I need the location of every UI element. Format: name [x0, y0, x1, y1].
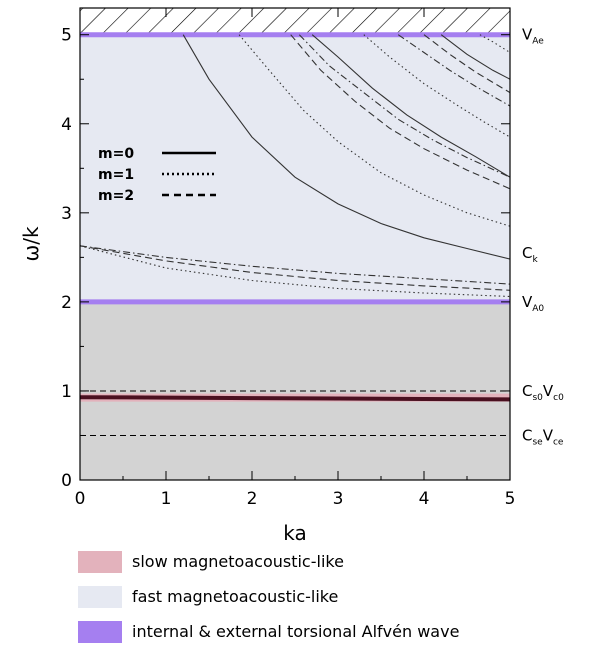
legend-label-alfven: internal & external torsional Alfvén wav… [132, 622, 460, 641]
inner-legend-label-2: m=2 [98, 188, 134, 204]
series-1 [238, 34, 510, 227]
series-7 [423, 34, 510, 94]
x-tick-label-3: 3 [333, 489, 344, 509]
hatched-region [80, 8, 510, 35]
series-6 [397, 34, 510, 107]
series-2 [290, 34, 510, 190]
inner-legend-label-0: m=0 [98, 146, 134, 162]
annotation-4: CseVce [522, 426, 564, 447]
y-axis-label: ω/k [19, 226, 43, 261]
inner-legend-label-1: m=1 [98, 167, 134, 183]
series-4 [311, 34, 510, 178]
x-tick-label-4: 4 [419, 489, 430, 509]
annotation-1: Ck [522, 244, 538, 265]
fast-region [80, 34, 510, 302]
x-tick-label-0: 0 [75, 489, 86, 509]
series-0 [182, 34, 510, 260]
dispersion-chart: 0 1 2 3 4 5 0 1 2 3 4 5 VAe Ck VA0 Cs0Vc0 CseVce m=0 m=1… [19, 7, 564, 545]
annotation-0: VAe [522, 26, 544, 47]
series-9 [479, 34, 510, 53]
series-13 [80, 395, 510, 402]
series-3 [298, 34, 510, 178]
y-tick-label-0: 0 [61, 471, 72, 491]
x-tick-label-1: 1 [161, 489, 172, 509]
y-tick-label-4: 4 [61, 115, 72, 135]
x-tick-label-5: 5 [505, 489, 516, 509]
x-axis-label: ka [283, 521, 307, 545]
legend-label-slow: slow magnetoacoustic-like [132, 552, 344, 571]
y-tick-label-5: 5 [61, 26, 72, 46]
y-tick-label-2: 2 [61, 293, 72, 313]
legend-swatch-fast [78, 586, 122, 608]
series-11 [80, 245, 510, 291]
legend-label-fast: fast magnetoacoustic-like [132, 587, 339, 606]
y-tick-label-3: 3 [61, 204, 72, 224]
legend-swatch-alfven [78, 621, 122, 643]
y-tick-label-1: 1 [61, 382, 72, 402]
series-5 [363, 34, 510, 138]
legend-swatch-slow [78, 551, 122, 573]
x-tick-label-2: 2 [247, 489, 258, 509]
annotation-2: VA0 [522, 293, 544, 314]
series-8 [440, 34, 510, 80]
annotation-3: Cs0Vc0 [522, 382, 564, 403]
